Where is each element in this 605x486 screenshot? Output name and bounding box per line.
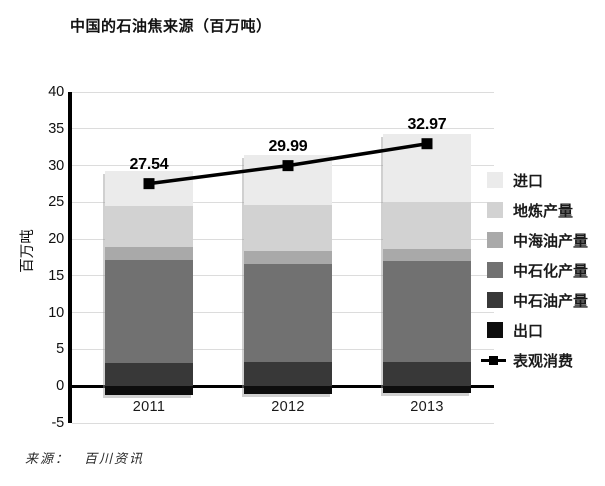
legend-label: 进口: [513, 172, 544, 190]
chart-title: 中国的石油焦来源（百万吨）: [70, 18, 272, 35]
legend-item: 表观消费: [481, 345, 588, 375]
line-data-label: 32.97: [407, 115, 447, 133]
line-data-label: 29.99: [268, 137, 308, 155]
legend-item: 中石化产量: [487, 255, 588, 285]
legend: 进口地炼产量中海油产量中石化产量中石油产量出口表观消费: [481, 165, 588, 375]
legend-swatch-icon: [487, 262, 503, 278]
y-tick-label: 40: [48, 84, 64, 100]
legend-line-marker-icon: [481, 352, 506, 368]
legend-item: 地炼产量: [487, 195, 588, 225]
bar-2012: [244, 154, 332, 394]
line-data-label: 27.54: [129, 155, 169, 173]
y-tick-label: 10: [48, 304, 64, 321]
bar-segment: [383, 201, 471, 250]
legend-swatch-icon: [487, 232, 503, 248]
bar-segment: [105, 206, 193, 248]
y-tick-label: 0: [56, 378, 64, 395]
legend-label: 中石化产量: [513, 262, 589, 280]
x-axis-label: 2011: [132, 399, 166, 415]
legend-label: 表观消费: [513, 352, 574, 370]
legend-label: 中石油产量: [513, 292, 589, 310]
legend-swatch-icon: [487, 322, 503, 338]
source-name: 百川资讯: [84, 452, 145, 467]
legend-label: 中海油产量: [513, 232, 589, 250]
legend-line-square: [489, 355, 498, 365]
y-tick-label: 35: [48, 120, 64, 137]
bar-segment: [244, 205, 332, 251]
bar-segment: [383, 249, 471, 262]
bar-segment: [383, 361, 471, 387]
source-prefix: 来源：: [25, 452, 71, 467]
bar-segment: [105, 170, 193, 206]
bar-segment: [383, 133, 471, 202]
bar-segment: [383, 386, 471, 393]
bar-segment: [105, 259, 193, 363]
legend-label: 地炼产量: [513, 202, 574, 220]
bar-segment: [244, 154, 332, 206]
gridline: [72, 422, 494, 424]
bar-segment: [105, 362, 193, 387]
x-axis-label: 2012: [271, 399, 305, 415]
legend-item: 进口: [487, 165, 588, 195]
bar-segment: [244, 250, 332, 265]
legend-label: 出口: [513, 322, 544, 340]
bar-segment: [244, 264, 332, 362]
legend-swatch-icon: [487, 292, 503, 308]
source-line: 来源： 百川资讯: [25, 448, 144, 467]
bar-segment: [383, 261, 471, 362]
bar-2011: [105, 170, 193, 396]
y-tick-label: 25: [48, 194, 64, 211]
y-tick-label: 5: [56, 341, 64, 358]
y-tick-label: -5: [51, 415, 65, 431]
legend-item: 中石油产量: [487, 285, 588, 315]
y-tick-label: 30: [48, 157, 64, 174]
legend-swatch-icon: [487, 202, 503, 218]
y-tick-label: 15: [48, 267, 64, 284]
bar-2013: [383, 133, 471, 393]
legend-swatch-icon: [487, 172, 503, 188]
gridline: [72, 91, 494, 93]
bar-segment: [105, 247, 193, 260]
legend-item: 出口: [487, 315, 588, 345]
y-axis-line: [68, 92, 72, 423]
gridline: [72, 128, 494, 130]
y-tick-label: 20: [48, 231, 64, 248]
bar-segment: [105, 386, 193, 396]
bar-segment: [244, 386, 332, 394]
x-axis-label: 2013: [410, 399, 444, 415]
bar-segment: [244, 361, 332, 387]
legend-item: 中海油产量: [487, 225, 588, 255]
